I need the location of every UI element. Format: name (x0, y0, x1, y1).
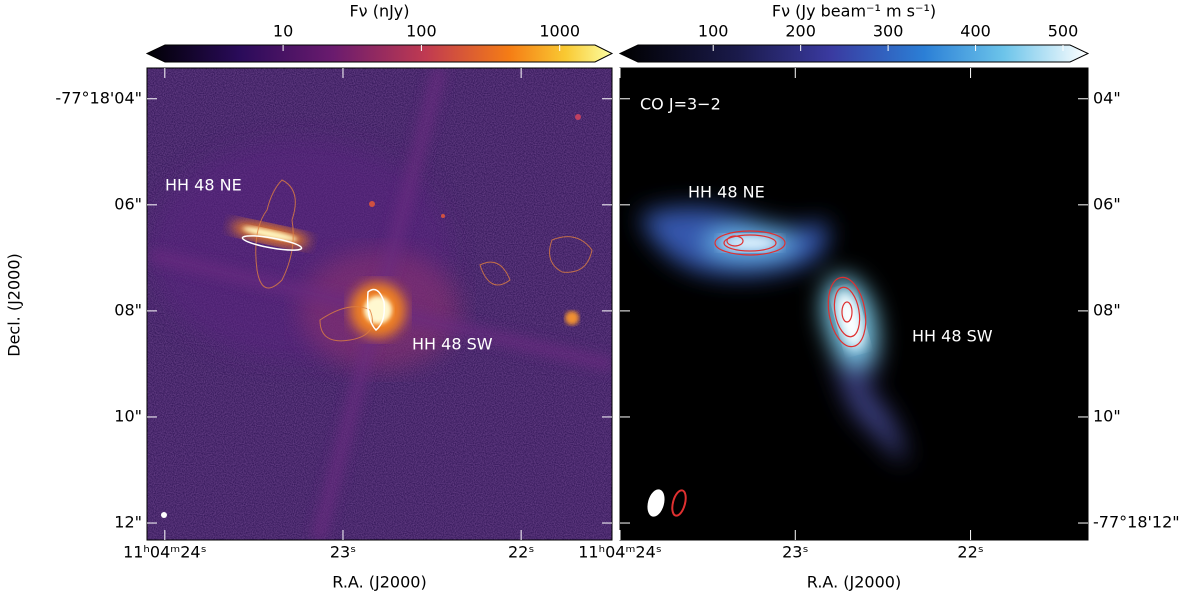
x-axis-label: R.A. (J2000) (332, 573, 426, 592)
colorbar-tick-label: 400 (960, 22, 991, 41)
panel-frame (146, 67, 613, 541)
x-axis-label: R.A. (J2000) (807, 573, 901, 592)
colorbar-tick-label: 300 (873, 22, 904, 41)
y-tick-label: 12" (114, 513, 142, 532)
x-tick-label: 22ˢ (957, 543, 983, 562)
colorbar-label: Fν (Jy beam⁻¹ m s⁻¹) (772, 2, 936, 21)
x-tick-label: 23ˢ (330, 543, 356, 562)
alma-image (620, 68, 1088, 540)
colorbar-tick-label: 100 (698, 22, 729, 41)
colorbar-tick-label: 100 (406, 22, 437, 41)
x-tick-label: 11ʰ04ᵐ24ˢ (578, 543, 662, 562)
annotation: CO J=3−2 (640, 95, 721, 114)
colorbar (618, 44, 1090, 63)
y-tick-label: 08" (114, 300, 142, 319)
y-tick-label: -77°18'12" (1093, 513, 1180, 532)
annotation: HH 48 SW (412, 335, 493, 354)
colorbar-tick-label: 10 (273, 22, 293, 41)
y-tick-label: 06" (114, 194, 142, 213)
x-tick-label: 23ˢ (782, 543, 808, 562)
y-tick-label: 04" (1093, 88, 1121, 107)
colorbar-tick-label: 1000 (539, 22, 580, 41)
y-tick-label: 08" (1093, 300, 1121, 319)
colorbar (145, 44, 614, 63)
y-axis-label: Decl. (J2000) (5, 253, 24, 357)
y-tick-label: 06" (1093, 194, 1121, 213)
jwst-image (147, 68, 612, 540)
y-tick-label: 10" (1093, 406, 1121, 425)
annotation: HH 48 NE (165, 176, 242, 195)
annotation: HH 48 SW (912, 327, 993, 346)
panel-frame (619, 67, 1089, 541)
x-tick-label: 11ʰ04ᵐ24ˢ (123, 543, 207, 562)
y-tick-label: 10" (114, 406, 142, 425)
colorbar-label: Fν (nJy) (349, 2, 409, 21)
y-tick-label: -77°18'04" (55, 88, 142, 107)
annotation: HH 48 NE (688, 183, 765, 202)
colorbar-tick-label: 200 (785, 22, 816, 41)
x-tick-label: 22ˢ (508, 543, 534, 562)
colorbar-tick-label: 500 (1048, 22, 1079, 41)
